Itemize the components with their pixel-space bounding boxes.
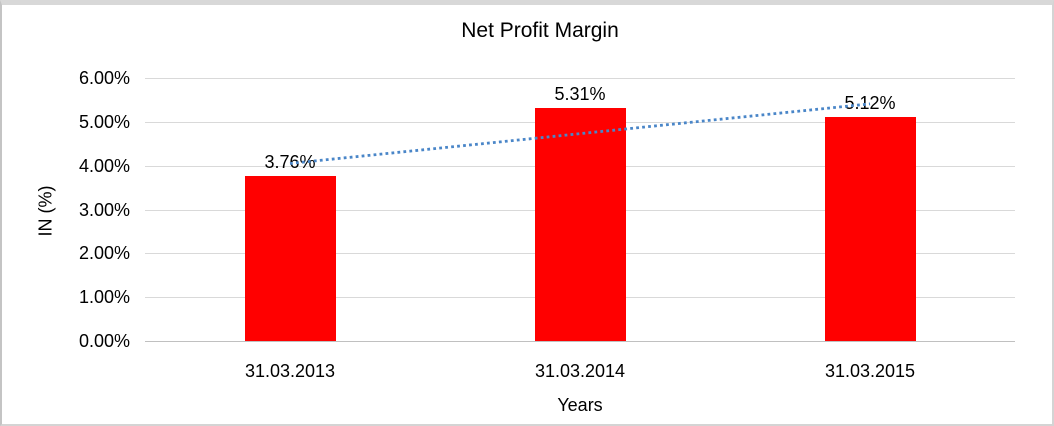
bar-data-label: 3.76% [264, 152, 316, 172]
y-tick-label: 0.00% [78, 331, 130, 351]
bar-31.03.2015 [825, 117, 916, 341]
y-tick-label: 6.00% [78, 68, 130, 88]
x-axis-line [145, 341, 1015, 342]
chart-title: Net Profit Margin [461, 19, 619, 42]
bar-data-label: 5.31% [554, 84, 606, 104]
x-tick-label: 31.03.2013 [244, 361, 336, 381]
x-tick-label: 31.03.2014 [534, 361, 626, 381]
bar-data-label: 5.12% [844, 93, 896, 113]
bar-31.03.2013 [245, 176, 336, 341]
x-tick-label: 31.03.2015 [824, 361, 916, 381]
y-tick-label: 5.00% [78, 112, 130, 132]
y-tick-label: 4.00% [78, 156, 130, 176]
x-axis-title: Years [557, 395, 603, 415]
y-tick-label: 1.00% [78, 287, 130, 307]
y-gridline [145, 78, 1015, 79]
bar-31.03.2014 [535, 108, 626, 341]
y-tick-label: 3.00% [78, 200, 130, 220]
y-tick-label: 2.00% [78, 243, 130, 263]
